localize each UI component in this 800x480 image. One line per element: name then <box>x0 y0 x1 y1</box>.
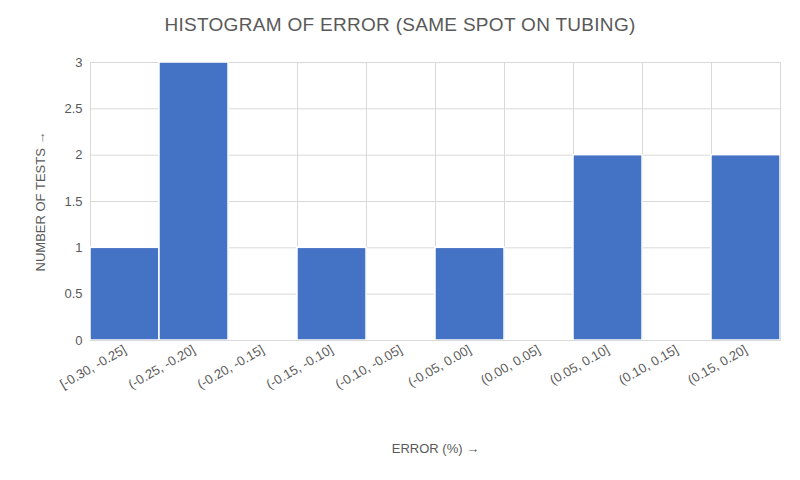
svg-text:2.5: 2.5 <box>64 101 82 116</box>
svg-text:[-0.30, -0.25]: [-0.30, -0.25] <box>57 342 128 392</box>
svg-text:(-0.10, -0.05]: (-0.10, -0.05] <box>333 342 405 392</box>
svg-text:2: 2 <box>75 147 82 162</box>
svg-text:(0.10, 0.15]: (0.10, 0.15] <box>616 342 680 388</box>
svg-text:3: 3 <box>75 55 82 70</box>
svg-text:1.5: 1.5 <box>64 194 82 209</box>
svg-text:0.5: 0.5 <box>64 286 82 301</box>
svg-text:0: 0 <box>75 333 82 348</box>
svg-text:NUMBER OF TESTS →: NUMBER OF TESTS → <box>33 132 48 272</box>
svg-text:(0.00, 0.05]: (0.00, 0.05] <box>478 342 542 388</box>
svg-text:ERROR (%) →: ERROR (%) → <box>392 441 479 456</box>
svg-text:(-0.15, -0.10]: (-0.15, -0.10] <box>264 342 336 392</box>
svg-text:(-0.25, -0.20]: (-0.25, -0.20] <box>126 342 198 392</box>
html-text:HISTOGRAM OF ERROR (SAME SPOT: HISTOGRAM OF ERROR (SAME SPOT ON TUBING) <box>164 14 636 35</box>
svg-text:(-0.05, 0.00]: (-0.05, 0.00] <box>405 342 473 390</box>
svg-text:(-0.20, -0.15]: (-0.20, -0.15] <box>195 342 267 392</box>
svg-text:(0.15, 0.20]: (0.15, 0.20] <box>685 342 749 388</box>
svg-text:(0.05, 0.10]: (0.05, 0.10] <box>547 342 611 388</box>
svg-text:1: 1 <box>75 240 82 255</box>
